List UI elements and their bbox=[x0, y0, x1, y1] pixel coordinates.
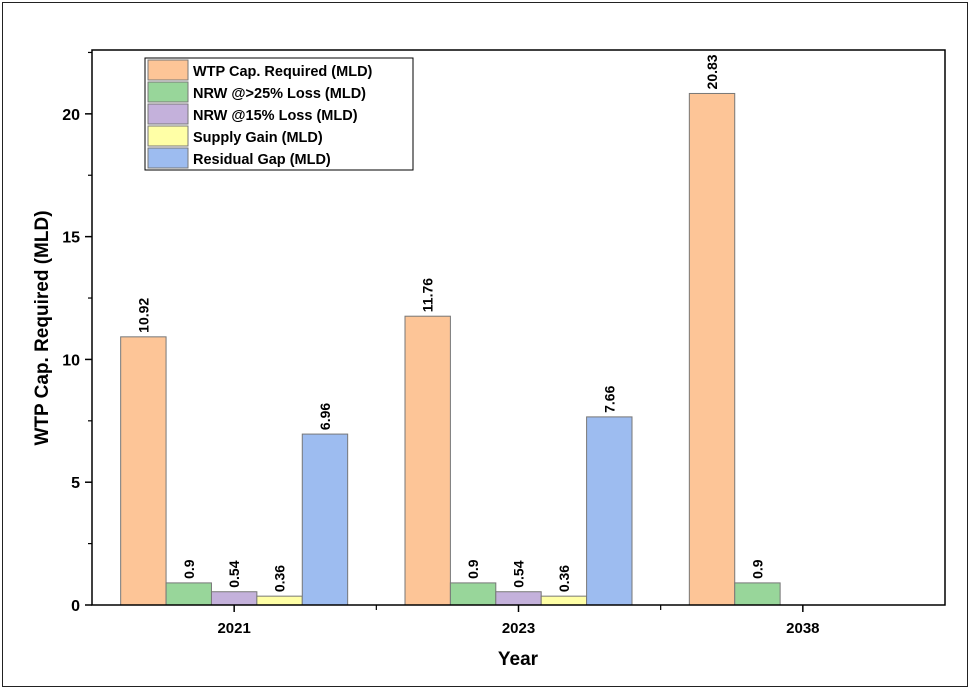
bar bbox=[540, 595, 588, 606]
bar bbox=[210, 591, 258, 606]
legend-swatch bbox=[147, 125, 189, 147]
y-axis-label: WTP Cap. Required (MLD) bbox=[32, 210, 53, 445]
y-tick-label: 15 bbox=[62, 230, 80, 247]
data-label: 6.96 bbox=[317, 403, 333, 430]
x-tick-label: 2021 bbox=[217, 620, 250, 637]
bar bbox=[586, 416, 633, 606]
bar bbox=[404, 315, 451, 606]
legend-label: Residual Gap (MLD) bbox=[193, 152, 331, 168]
legend-swatch bbox=[147, 59, 189, 81]
bar bbox=[165, 582, 212, 606]
bar bbox=[256, 595, 303, 606]
data-label: 0.9 bbox=[749, 559, 765, 579]
bar bbox=[120, 336, 167, 606]
plot-area bbox=[91, 49, 946, 606]
y-tick-label: 10 bbox=[62, 352, 80, 369]
legend-label: WTP Cap. Required (MLD) bbox=[193, 64, 373, 80]
data-label: 11.76 bbox=[420, 278, 436, 312]
legend-label: Supply Gain (MLD) bbox=[193, 130, 323, 146]
x-tick-label: 2023 bbox=[502, 620, 535, 637]
legend-swatch bbox=[147, 103, 189, 125]
bar bbox=[734, 582, 781, 606]
data-label: 7.66 bbox=[601, 385, 617, 412]
y-tick-label: 20 bbox=[62, 107, 80, 124]
x-tick-label: 2038 bbox=[786, 620, 819, 637]
legend-label: NRW @>25% Loss (MLD) bbox=[193, 86, 366, 102]
data-label: 0.36 bbox=[272, 565, 288, 592]
y-tick-label: 0 bbox=[71, 598, 80, 615]
data-label: 0.9 bbox=[181, 559, 197, 579]
bar bbox=[495, 591, 542, 606]
data-label: 10.92 bbox=[135, 298, 151, 333]
data-label: 0.9 bbox=[465, 559, 481, 579]
data-label: 0.36 bbox=[556, 565, 572, 592]
data-label: 0.54 bbox=[226, 560, 242, 587]
legend bbox=[144, 57, 414, 171]
data-label: 0.54 bbox=[511, 560, 527, 587]
bar bbox=[449, 582, 497, 606]
bar bbox=[301, 433, 349, 606]
legend-label: NRW @15% Loss (MLD) bbox=[193, 108, 358, 124]
y-tick-label: 5 bbox=[71, 475, 80, 492]
data-label: 20.83 bbox=[704, 54, 720, 89]
legend-swatch bbox=[147, 147, 189, 169]
x-axis-label: Year bbox=[498, 649, 539, 670]
bar bbox=[688, 92, 736, 606]
legend-swatch bbox=[147, 81, 189, 103]
